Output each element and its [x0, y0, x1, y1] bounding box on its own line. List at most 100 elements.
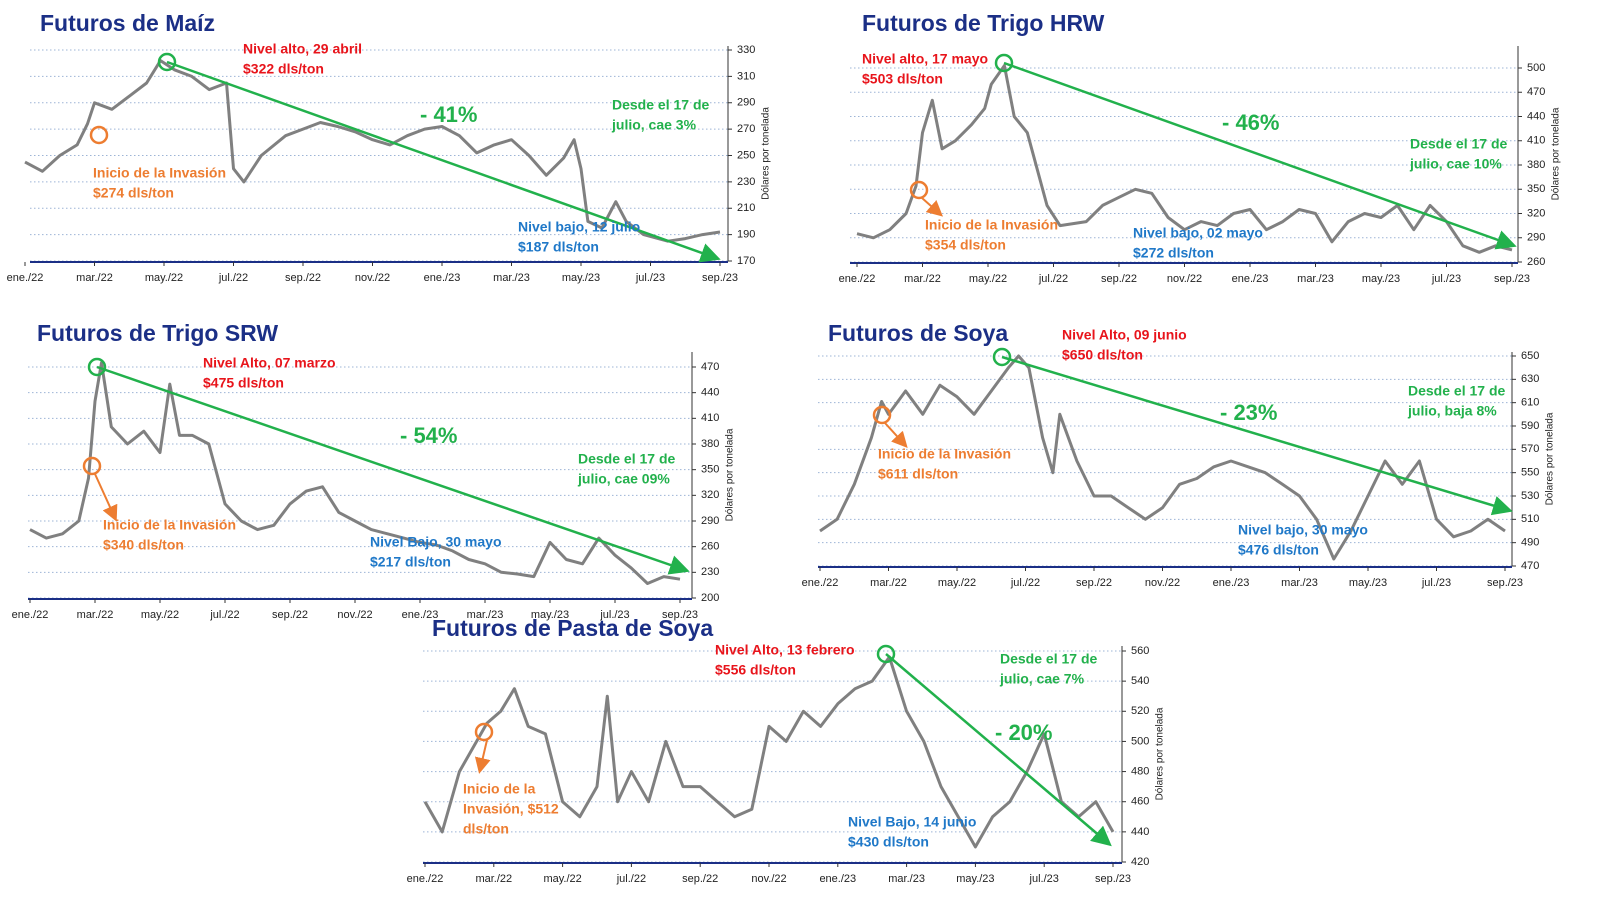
high-marker — [992, 347, 1012, 367]
annotation: $354 dls/ton — [925, 237, 1006, 253]
y-tick-label: 610 — [1521, 397, 1539, 409]
x-tick-label: may./23 — [1349, 577, 1387, 589]
x-tick-label: sep./22 — [682, 873, 718, 885]
annotation: julio, cae 7% — [999, 671, 1085, 687]
y-tick-label: 350 — [1527, 183, 1545, 195]
y-tick-label: 170 — [737, 255, 755, 267]
invasion-marker — [82, 456, 102, 476]
annotation: $650 dls/ton — [1062, 347, 1143, 363]
price-line — [24, 59, 721, 243]
chart-title: Futuros de Maíz — [40, 10, 215, 36]
x-tick-label: ene./22 — [12, 609, 49, 621]
x-tick-label: nov./22 — [1145, 577, 1180, 589]
x-tick-label: mar./22 — [475, 873, 512, 885]
y-tick-label: 470 — [701, 361, 719, 373]
y-tick-label: 320 — [1527, 207, 1545, 219]
y-tick-label: 260 — [1527, 256, 1545, 268]
x-tick-label: ene./23 — [819, 873, 856, 885]
x-tick-label: sep./23 — [1487, 577, 1523, 589]
x-tick-label: jul./23 — [1421, 577, 1451, 589]
y-tick-label: 510 — [1521, 513, 1539, 525]
annotation: Inicio de la Invasión — [93, 165, 226, 181]
invasion-marker — [474, 722, 494, 742]
x-tick-label: ene./22 — [839, 273, 876, 285]
x-tick-label: may./22 — [543, 873, 581, 885]
annotation: dls/ton — [463, 821, 509, 837]
x-tick-label: nov./22 — [337, 609, 372, 621]
annotation: julio, baja 8% — [1407, 403, 1497, 419]
x-tick-label: sep./23 — [702, 272, 738, 284]
annotation: $476 dls/ton — [1238, 542, 1319, 558]
annotation: $274 dls/ton — [93, 185, 174, 201]
annotation: Inicio de la Invasión — [103, 517, 236, 533]
chart-panel: Futuros de Soya 470 490 510 530 550 570 590 610 6… — [802, 320, 1556, 589]
annotation: - 23% — [1220, 400, 1277, 425]
price-line — [819, 354, 1506, 561]
x-tick-label: jul./22 — [218, 272, 248, 284]
x-tick-label: mar./23 — [467, 609, 504, 621]
x-tick-label: may./22 — [969, 273, 1007, 285]
chart-title: Futuros de Pasta de Soya — [432, 615, 713, 641]
y-tick-label: 440 — [701, 387, 719, 399]
x-tick-label: mar./22 — [870, 577, 907, 589]
annotation: $503 dls/ton — [862, 71, 943, 87]
chart-panel: Futuros de Trigo SRW 200 230 260 290 320 350 38… — [12, 320, 736, 621]
y-tick-label: 440 — [1527, 110, 1545, 122]
trend-arrow — [1003, 61, 1517, 250]
annotation: $475 dls/ton — [203, 375, 284, 391]
x-tick-label: may./22 — [938, 577, 976, 589]
annotation: Nivel Bajo, 14 junio — [848, 814, 976, 830]
chart-title: Futuros de Trigo SRW — [37, 320, 278, 346]
high-marker — [994, 53, 1014, 73]
y-tick-label: 190 — [737, 229, 755, 241]
x-tick-label: ene./22 — [7, 272, 44, 284]
annotation: Nivel Alto, 07 marzo — [203, 355, 336, 371]
annotation: julio, cae 09% — [577, 471, 670, 487]
price-line — [856, 64, 1513, 254]
y-tick-label: 470 — [1521, 560, 1539, 572]
y-tick-label: 650 — [1521, 350, 1539, 362]
y-tick-label: 260 — [701, 541, 719, 553]
y-tick-label: 250 — [737, 149, 755, 161]
y-axis-label: Dólares por tonelada — [761, 107, 772, 200]
annotation: - 54% — [400, 423, 457, 448]
annotation: - 20% — [995, 720, 1052, 745]
x-tick-label: may./23 — [531, 609, 569, 621]
x-tick-label: mar./22 — [904, 273, 941, 285]
annotation: $272 dls/ton — [1133, 245, 1214, 261]
x-tick-label: sep./23 — [662, 609, 698, 621]
price-line — [29, 361, 681, 585]
x-tick-label: may./23 — [562, 272, 600, 284]
annotation: $217 dls/ton — [370, 554, 451, 570]
trend-arrow — [1001, 355, 1513, 516]
annotation: Nivel bajo, 30 mayo — [1238, 522, 1368, 538]
x-tick-label: may./23 — [1362, 273, 1400, 285]
annotation: Desde el 17 de — [1408, 383, 1505, 399]
y-axis-label: Dólares por tonelada — [1155, 707, 1166, 800]
annotation: Inicio de la — [463, 781, 536, 797]
y-tick-label: 490 — [1521, 537, 1539, 549]
chart-title: Futuros de Trigo HRW — [862, 10, 1105, 36]
y-tick-label: 470 — [1527, 86, 1545, 98]
x-tick-label: jul./22 — [616, 873, 646, 885]
x-tick-label: jul./22 — [209, 609, 239, 621]
annotation: - 46% — [1222, 110, 1279, 135]
y-tick-label: 520 — [1131, 705, 1149, 717]
annotation: $340 dls/ton — [103, 537, 184, 553]
x-tick-label: ene./23 — [424, 272, 461, 284]
trend-arrow — [166, 60, 721, 263]
x-tick-label: mar./22 — [76, 272, 113, 284]
invasion-arrow — [921, 197, 943, 217]
chart-title: Futuros de Soya — [828, 320, 1008, 346]
x-tick-label: ene./23 — [1213, 577, 1250, 589]
x-tick-label: sep./23 — [1095, 873, 1131, 885]
y-tick-label: 310 — [737, 70, 755, 82]
trend-arrow — [96, 365, 690, 575]
annotation: Nivel alto, 17 mayo — [862, 51, 988, 67]
x-tick-label: ene./22 — [407, 873, 444, 885]
y-tick-label: 200 — [701, 592, 719, 604]
y-tick-label: 290 — [1527, 232, 1545, 244]
x-tick-label: nov./22 — [1167, 273, 1202, 285]
annotation: - 41% — [420, 102, 477, 127]
annotation: Nivel Bajo, 30 mayo — [370, 534, 502, 550]
